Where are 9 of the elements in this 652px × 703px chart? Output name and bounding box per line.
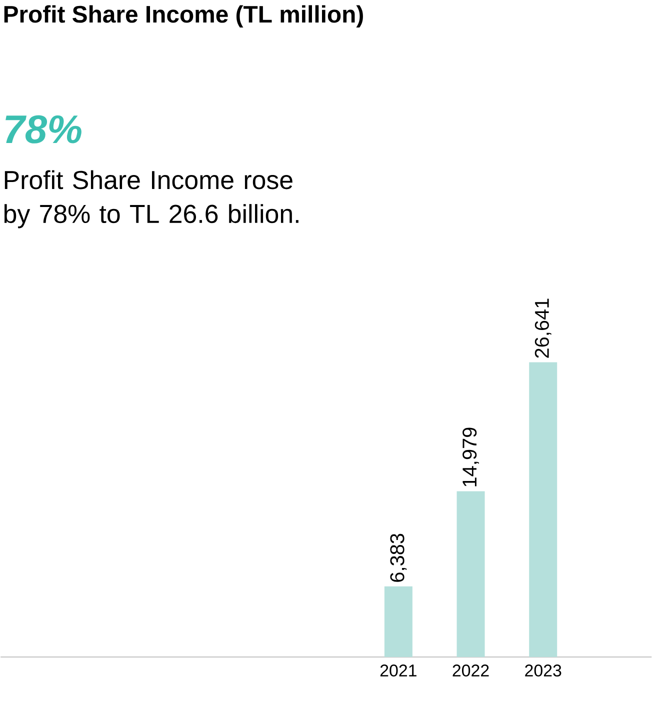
data-label: 14,979	[462, 428, 479, 486]
data-label: 6,383	[390, 534, 407, 582]
text: Profit Share Income rose by 78% to TL 26.6 billion.	[4, 170, 298, 228]
chart-title: Profit Share Income (TL million)	[4, 5, 363, 28]
x-tick-label: 2022	[452, 664, 489, 677]
x-tick-label: 2023	[525, 664, 562, 677]
text: 78%	[5, 115, 82, 144]
x-tick-label: 2021	[380, 664, 416, 677]
data-label: 26,641	[534, 298, 552, 358]
